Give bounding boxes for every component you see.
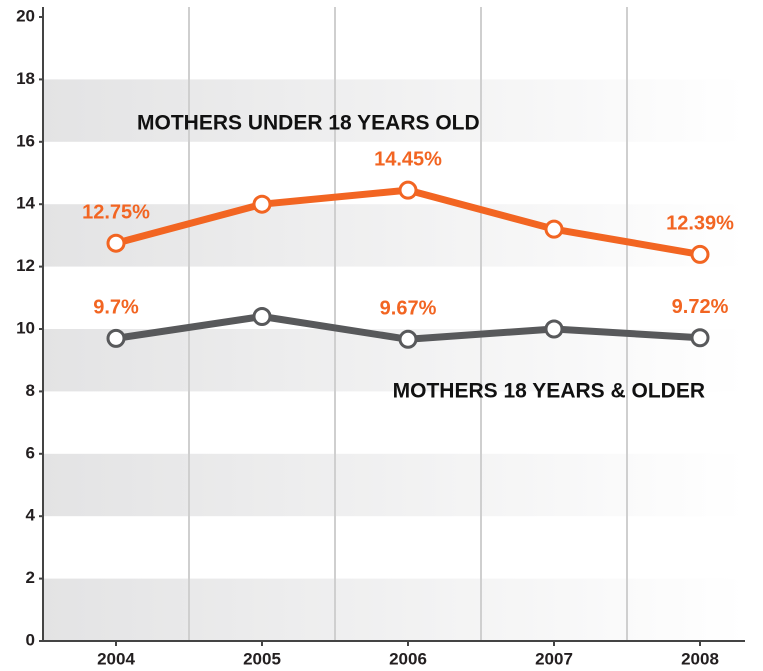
x-tick-label: 2007 bbox=[535, 649, 573, 668]
point bbox=[690, 328, 710, 348]
point bbox=[106, 328, 126, 348]
point bbox=[106, 233, 126, 253]
data-label: 9.72% bbox=[672, 296, 729, 318]
data-label: 12.75% bbox=[82, 201, 150, 223]
point bbox=[398, 329, 418, 349]
data-label: 9.67% bbox=[380, 298, 437, 320]
y-tick-label: 20 bbox=[16, 6, 35, 25]
y-tick-label: 18 bbox=[16, 69, 35, 88]
y-tick-label: 0 bbox=[26, 630, 35, 649]
x-tick-label: 2005 bbox=[243, 649, 281, 668]
y-tick-label: 12 bbox=[16, 256, 35, 275]
y-tick-label: 6 bbox=[26, 443, 35, 462]
series-name: MOTHERS UNDER 18 YEARS OLD bbox=[137, 112, 480, 135]
data-label: 9.7% bbox=[93, 297, 139, 319]
stripe bbox=[43, 453, 745, 517]
point bbox=[544, 319, 564, 339]
y-tick-label: 4 bbox=[26, 506, 36, 525]
x-tick-label: 2006 bbox=[389, 649, 427, 668]
point bbox=[252, 194, 272, 214]
point bbox=[252, 307, 272, 327]
y-tick-label: 8 bbox=[26, 381, 35, 400]
y-tick-label: 2 bbox=[26, 568, 35, 587]
x-tick-label: 2008 bbox=[681, 649, 719, 668]
point bbox=[690, 244, 710, 264]
data-label: 14.45% bbox=[374, 148, 442, 170]
x-tick-label: 2004 bbox=[97, 649, 135, 668]
y-tick-label: 16 bbox=[16, 131, 35, 150]
data-label: 12.39% bbox=[666, 213, 734, 235]
point bbox=[398, 180, 418, 200]
stripe bbox=[43, 578, 745, 641]
point bbox=[544, 219, 564, 239]
y-tick-label: 10 bbox=[16, 318, 35, 337]
series-name: MOTHERS 18 YEARS & OLDER bbox=[393, 380, 705, 403]
y-tick-label: 14 bbox=[16, 194, 35, 213]
